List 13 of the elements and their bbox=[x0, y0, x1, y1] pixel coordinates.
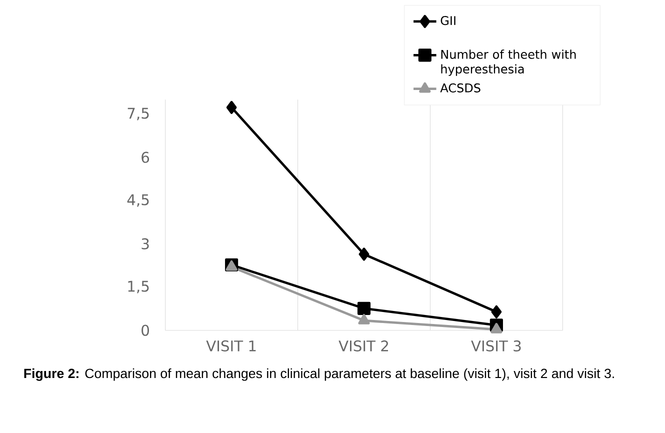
legend-label: ACSDS bbox=[440, 83, 480, 92]
text: Figure 2: Comparison of mean changes in clinical parameters at baseline (visit 1), visit 2 and visit 3. bbox=[24, 368, 614, 381]
y-tick-label: 6 bbox=[142, 152, 150, 163]
x-tick-label: VISIT 3 bbox=[471, 340, 521, 352]
x-tick-label: VISIT 1 bbox=[206, 340, 256, 352]
legend-label: Number of theeth with hyperesthesia bbox=[441, 50, 576, 76]
y-tick-label: 7,5 bbox=[128, 108, 149, 120]
x-tick-label: VISIT 2 bbox=[338, 340, 388, 352]
y-tick-label: 3 bbox=[142, 238, 149, 250]
legend-label: GII bbox=[440, 16, 456, 26]
y-tick-label: 4,5 bbox=[127, 194, 149, 207]
y-tick-label: 1,5 bbox=[128, 280, 149, 294]
y-tick-label: 0 bbox=[142, 324, 149, 336]
